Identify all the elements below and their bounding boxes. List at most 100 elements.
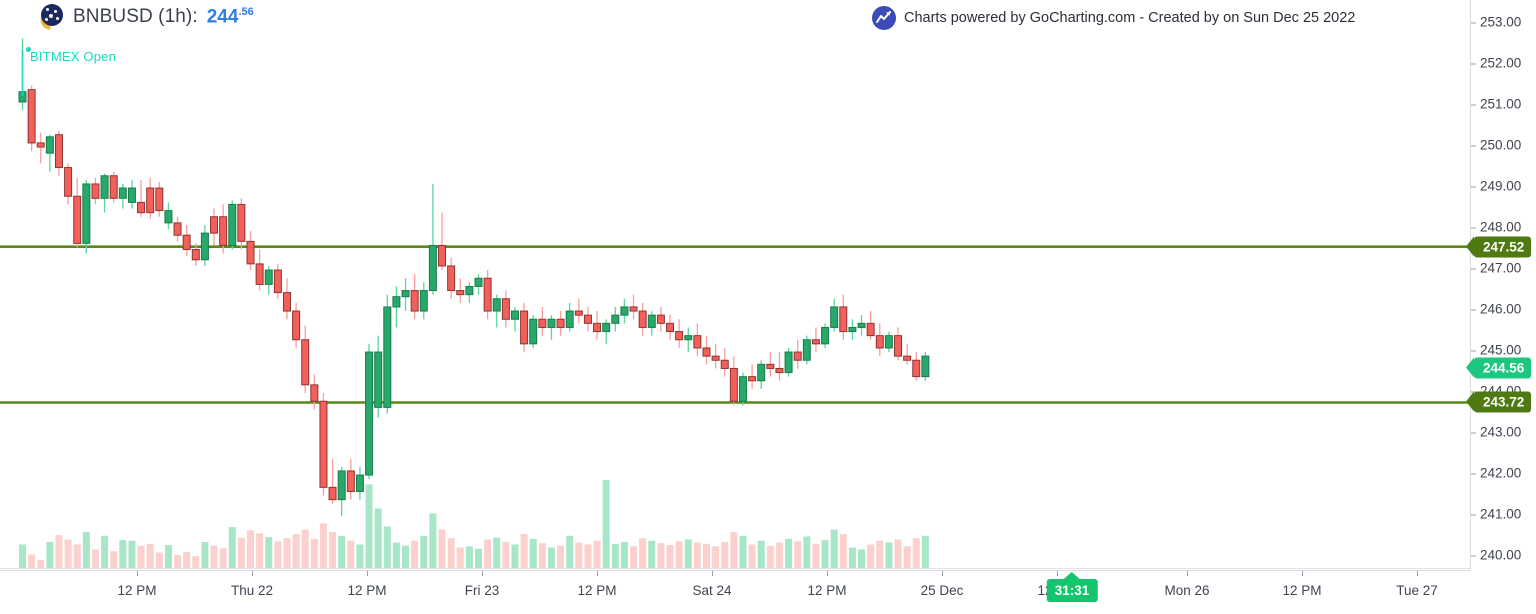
candle-body [620, 306, 629, 316]
candle-body [647, 314, 656, 328]
candle-body [884, 335, 893, 349]
candle-body [438, 244, 447, 267]
candle-body [282, 292, 291, 312]
volume-bar [137, 545, 145, 568]
time-axis[interactable]: 12 PM Thu 22 12 PM Fri 23 12 PM Sat 24 12 PM 25… [0, 570, 1470, 614]
candle-body [301, 339, 310, 386]
volume-bar [703, 543, 710, 568]
candle-body [738, 376, 747, 402]
volume-bar [429, 513, 437, 568]
candle-body [210, 216, 219, 234]
time-tick-label: 25 Dec [920, 583, 964, 598]
gocharting-ball-icon [38, 4, 64, 30]
candle-body [109, 175, 118, 199]
candle-body [392, 296, 401, 308]
credit-header: Charts powered by GoCharting.com - Creat… [872, 6, 1355, 30]
time-tick-label: 12 PM [1282, 583, 1322, 598]
price-tick: 241.00 [1471, 507, 1536, 522]
candle-body [182, 234, 191, 251]
volume-bar [247, 530, 254, 568]
candles [18, 38, 930, 517]
volume-bar [101, 535, 109, 568]
candle-body [82, 183, 91, 244]
time-tick-mark [1057, 571, 1058, 576]
price-chart-plot[interactable]: BITMEX Open [0, 0, 1470, 570]
volume-bar [55, 535, 63, 568]
volume-bar [766, 545, 774, 568]
time-tick-label: 12 PM [577, 583, 617, 598]
time-tick-label: 12 PM [117, 583, 157, 598]
candle-body [164, 210, 173, 224]
candle-body [310, 384, 319, 402]
volume-bar [794, 541, 802, 568]
volume-bar [639, 538, 647, 568]
volume-bar [812, 543, 820, 568]
candle-body [629, 306, 638, 312]
volume-bar [219, 548, 227, 568]
price-axis[interactable]: 253.00 252.00 251.00 250.00 249.00 248.00 247.… [1465, 0, 1536, 570]
volume-bar [602, 480, 610, 568]
volume-bar [183, 551, 191, 568]
candle-body [100, 175, 109, 199]
last-price-dec: .56 [238, 5, 254, 18]
bitmex-open-marker-icon [26, 47, 31, 52]
volume-bar [821, 540, 829, 568]
volume-bar [493, 537, 501, 568]
volume-bar [475, 548, 482, 568]
candle-body [921, 355, 930, 378]
volume-bar [775, 542, 783, 568]
time-tick-label: Tue 27 [1396, 583, 1438, 598]
candle-body [656, 314, 665, 324]
volume-bar [37, 559, 45, 568]
candle-body [602, 322, 611, 333]
candle-body [593, 322, 602, 333]
symbol-label: BNBUSD (1h): [73, 6, 198, 27]
volume-bar [374, 508, 382, 568]
level-badge-upper[interactable]: 247.52 [1465, 236, 1532, 258]
countdown-badge[interactable]: 31:31 [1046, 572, 1098, 602]
volume-bar [693, 542, 701, 568]
volume-bar [520, 533, 528, 568]
volume-bar [848, 547, 856, 568]
level-badge-lower[interactable]: 243.72 [1465, 391, 1532, 413]
volume-bar [274, 541, 282, 568]
volume-bar [903, 546, 911, 568]
volume-bar [82, 532, 90, 568]
candle-body [492, 298, 501, 312]
candle-body [912, 359, 921, 378]
volume-bar [347, 540, 355, 568]
current-price-badge[interactable]: 244.56 [1465, 357, 1532, 379]
volume-bar [228, 527, 236, 568]
candle-body [419, 290, 428, 312]
volume-bar [575, 542, 583, 568]
candle-body [583, 314, 592, 324]
volume-bar [803, 536, 811, 568]
volume-bar [329, 532, 337, 568]
candle-body [401, 290, 410, 298]
volume-bar [912, 538, 920, 568]
volume-bar [557, 545, 565, 568]
volume-bar [867, 544, 875, 568]
volume-bar [46, 541, 54, 568]
time-tick-label: 12 PM [347, 583, 387, 598]
candle-body [757, 363, 766, 382]
volume-bar [611, 543, 619, 568]
volume-bar [420, 535, 428, 568]
volume-bar [338, 535, 346, 568]
volume-bar [146, 543, 154, 568]
volume-bar [91, 549, 99, 568]
candle-body [784, 351, 793, 374]
volume-bars [19, 480, 929, 568]
bitmex-open-label: BITMEX Open [30, 49, 117, 64]
volume-bar [757, 540, 765, 568]
candle-body [611, 314, 620, 324]
candle-body [64, 167, 73, 197]
volume-bar [201, 541, 209, 568]
candle-body [775, 367, 784, 374]
symbol-header: BNBUSD (1h): 244.56 [38, 4, 254, 30]
volume-bar [73, 544, 81, 568]
last-price-int: 244 [206, 6, 239, 28]
price-tick: 249.00 [1471, 179, 1536, 194]
volume-bar [365, 484, 373, 568]
volume-bar [164, 545, 172, 568]
